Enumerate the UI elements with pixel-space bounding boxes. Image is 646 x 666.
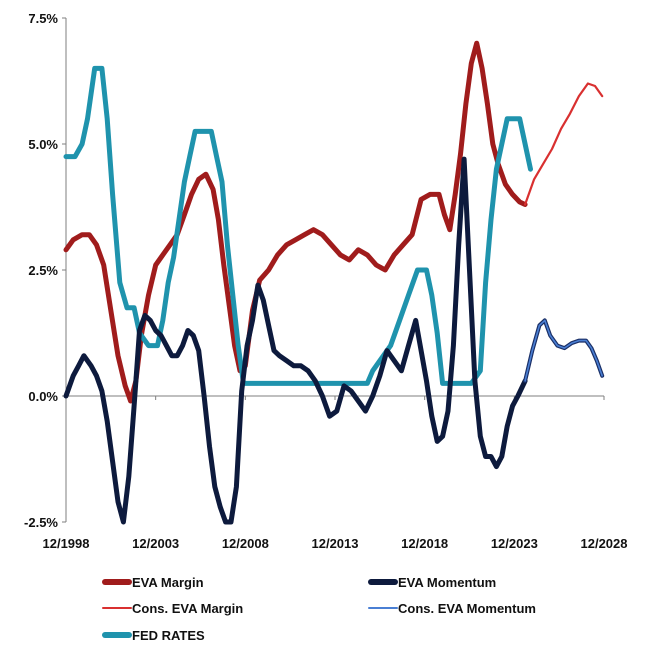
y-tick-label: -2.5%	[24, 515, 58, 530]
series-layer	[63, 40, 605, 525]
axis-layer	[62, 17, 605, 523]
series-line-cons-eva-momentum-outline	[523, 318, 605, 383]
legend-item-fed-rates[interactable]: FED RATES	[102, 625, 205, 645]
legend-item-cons-eva-margin[interactable]: Cons. EVA Margin	[102, 598, 243, 618]
series-line-cons-eva-margin	[523, 82, 604, 206]
legend-label-fed-rates: FED RATES	[132, 627, 205, 643]
legend-item-eva-margin[interactable]: EVA Margin	[102, 572, 204, 592]
tick-label-layer: 7.5% 5.0% 2.5% 0.0% -2.5% 12/1998 12/2003 12/20…	[24, 11, 627, 551]
y-tick-label: 0.0%	[28, 389, 58, 404]
series-line-eva-momentum	[63, 156, 528, 525]
x-tick-label: 12/1998	[43, 536, 90, 551]
line-chart: 7.5% 5.0% 2.5% 0.0% -2.5% 12/1998 12/2003 12/20…	[24, 11, 627, 551]
series-line-cons-eva-momentum	[524, 319, 604, 382]
legend-swatch-fed-rates	[102, 632, 132, 638]
legend-item-eva-momentum[interactable]: EVA Momentum	[368, 572, 496, 592]
legend-swatch-eva-margin	[102, 579, 132, 585]
legend-label-cons-eva-margin: Cons. EVA Margin	[132, 600, 244, 616]
y-tick-label: 7.5%	[28, 11, 58, 26]
legend-swatch-cons-eva-margin	[102, 607, 132, 609]
legend-label-eva-momentum: EVA Momentum	[398, 574, 497, 590]
legend-swatch-cons-eva-momentum	[368, 607, 398, 609]
legend-label-eva-margin: EVA Margin	[132, 574, 204, 590]
y-tick-label: 2.5%	[28, 263, 58, 278]
legend-swatch-eva-momentum	[368, 579, 398, 585]
legend-item-cons-eva-momentum[interactable]: Cons. EVA Momentum	[368, 598, 536, 618]
legend-label-cons-eva-momentum: Cons. EVA Momentum	[398, 600, 536, 616]
x-tick-label: 12/2023	[491, 536, 538, 551]
x-tick-label: 12/2018	[401, 536, 448, 551]
y-tick-label: 5.0%	[28, 137, 58, 152]
x-tick-label: 12/2028	[581, 536, 628, 551]
x-tick-label: 12/2003	[132, 536, 179, 551]
x-tick-label: 12/2008	[222, 536, 269, 551]
series-line-eva-margin	[63, 40, 528, 404]
legend: EVA Margin EVA Momentum Cons. EVA Margin…	[0, 560, 646, 660]
x-tick-label: 12/2013	[312, 536, 359, 551]
